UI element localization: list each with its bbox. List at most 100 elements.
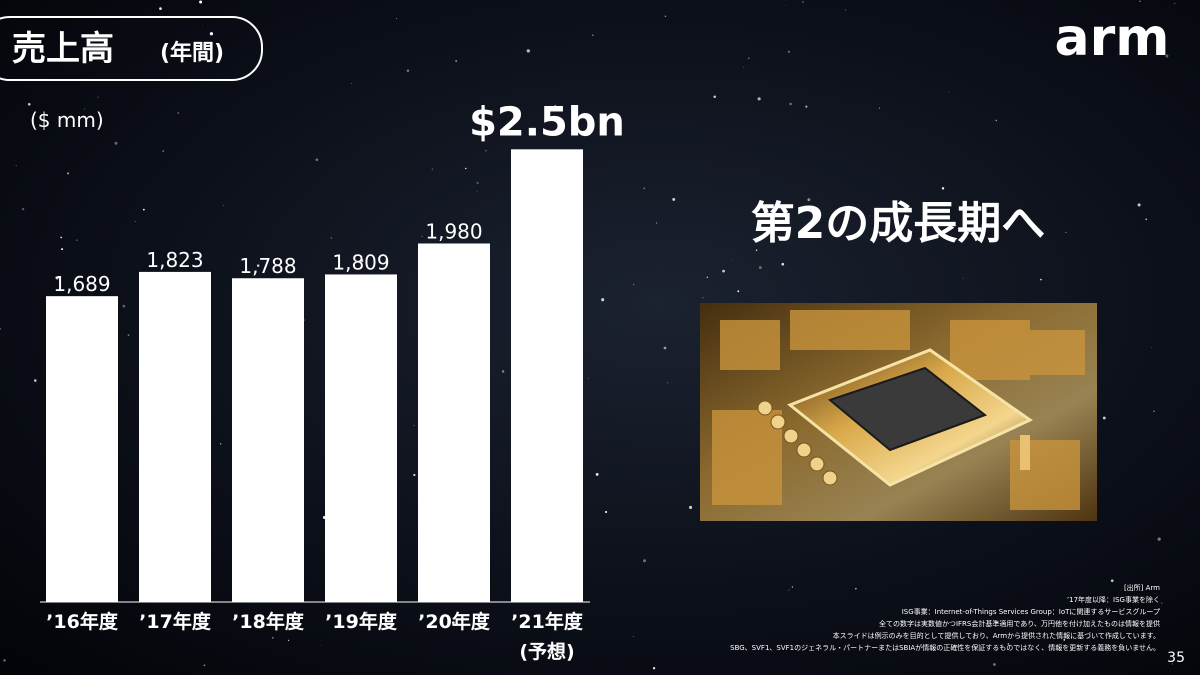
- star: [601, 298, 605, 302]
- star: [948, 91, 950, 93]
- footnote: 本スライドは例示のみを目的として提供しており、Armから提供された情報に基づいて…: [833, 631, 1160, 640]
- star: [633, 284, 635, 286]
- star: [97, 96, 99, 98]
- footnote: ’17年度以降：ISG事業を除く: [1067, 595, 1160, 604]
- star: [1165, 54, 1169, 58]
- bar: [232, 278, 304, 602]
- star: [413, 473, 416, 477]
- star: [209, 32, 214, 36]
- star: [788, 589, 790, 591]
- star: [548, 651, 552, 655]
- star: [199, 0, 203, 4]
- star: [1139, 0, 1141, 2]
- title-pill: [0, 16, 263, 81]
- star: [1007, 643, 1010, 645]
- chip-image: [700, 303, 1097, 521]
- headline: 第2の成長期へ: [751, 198, 1046, 249]
- star: [802, 1, 804, 3]
- star: [55, 277, 59, 280]
- star: [303, 319, 305, 321]
- star: [1040, 278, 1042, 281]
- star: [114, 141, 118, 145]
- value-label: 1,809: [332, 250, 389, 274]
- star: [1153, 410, 1155, 412]
- value-label: 1,823: [146, 248, 203, 272]
- star: [122, 304, 126, 308]
- star: [201, 24, 203, 26]
- star: [1174, 3, 1176, 4]
- star: [758, 266, 762, 270]
- value-label: 1,689: [53, 272, 110, 296]
- star: [365, 611, 368, 614]
- star: [689, 505, 693, 510]
- x-tick-label: ’18年度: [232, 611, 304, 633]
- star: [1151, 346, 1152, 348]
- star: [672, 197, 676, 201]
- star: [743, 66, 744, 68]
- star: [134, 221, 136, 222]
- star: [485, 149, 487, 152]
- star: [588, 378, 589, 379]
- star: [878, 107, 880, 109]
- star: [652, 667, 656, 670]
- star: [781, 262, 785, 266]
- x-tick-label: ’17年度: [139, 611, 211, 633]
- star: [360, 259, 364, 263]
- bar: [139, 271, 211, 602]
- x-tick-label: ’16年度: [46, 611, 118, 633]
- star: [353, 673, 354, 675]
- logo: arm: [1055, 8, 1170, 68]
- star: [1063, 639, 1066, 641]
- star: [76, 239, 78, 241]
- star: [655, 222, 657, 224]
- star: [21, 207, 25, 211]
- star: [807, 198, 811, 202]
- star: [396, 18, 398, 19]
- star: [791, 586, 794, 588]
- star: [1171, 663, 1174, 665]
- star: [0, 327, 2, 330]
- star: [941, 187, 945, 190]
- star: [702, 297, 704, 299]
- star: [3, 659, 6, 662]
- star: [592, 34, 594, 36]
- star: [643, 187, 645, 190]
- star: [554, 104, 557, 107]
- star: [465, 167, 467, 170]
- star: [142, 208, 145, 211]
- value-label: 1,980: [425, 219, 482, 243]
- footnotes: [出所] Arm ’17年度以降：ISG事業を除く ISG事業：Internet-o…: [730, 583, 1160, 652]
- bar: [511, 149, 583, 603]
- star: [162, 150, 165, 153]
- page-number: 35: [1167, 650, 1185, 666]
- star: [315, 158, 319, 162]
- value-label: $2.5bn: [469, 99, 625, 145]
- star: [1145, 218, 1148, 221]
- star: [787, 50, 790, 53]
- footnote: ISG事業：Internet-of-Things Services Group：…: [902, 607, 1160, 616]
- star: [60, 236, 62, 239]
- star: [256, 264, 260, 267]
- star: [330, 237, 333, 239]
- star: [1102, 416, 1106, 420]
- star: [526, 49, 530, 53]
- star: [413, 425, 415, 426]
- star: [455, 60, 458, 63]
- star: [1137, 203, 1141, 207]
- star: [995, 119, 998, 122]
- star: [203, 664, 206, 667]
- star: [789, 102, 792, 106]
- star: [1065, 231, 1067, 234]
- star: [869, 215, 871, 217]
- star: [667, 382, 669, 384]
- star: [451, 621, 455, 624]
- star: [643, 559, 647, 563]
- star: [220, 443, 222, 445]
- bar: [46, 296, 118, 602]
- star: [33, 379, 37, 382]
- star: [84, 108, 86, 110]
- star: [755, 249, 758, 251]
- star: [706, 276, 709, 279]
